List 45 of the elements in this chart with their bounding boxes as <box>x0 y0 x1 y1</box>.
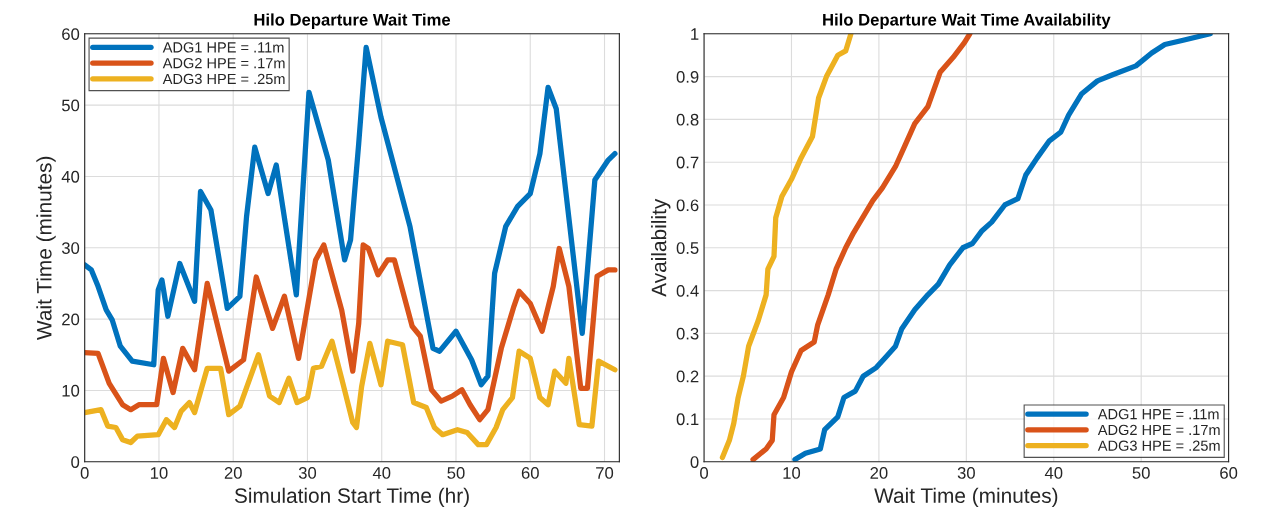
y-tick-label: 30 <box>61 242 80 254</box>
y-tick-label: 40 <box>61 170 80 183</box>
x-tick-label: 20 <box>224 467 242 479</box>
y-tick-label: 1 <box>691 28 699 40</box>
y-tick-label: 50 <box>61 99 80 112</box>
x-tick-label: 10 <box>150 467 168 479</box>
x-tick-label: 40 <box>1044 467 1063 479</box>
y-tick-label: 0.9 <box>676 71 699 83</box>
y-tick-label: 20 <box>62 313 80 326</box>
x-tick-label: 0 <box>80 467 89 479</box>
legend-label: ADG1 HPE = .11m <box>162 42 284 53</box>
y-tick-label: 10 <box>62 384 80 397</box>
x-tick-label: 50 <box>447 467 465 479</box>
y-tick-label: 0.1 <box>676 413 699 426</box>
y-tick-label: 0.8 <box>676 113 699 126</box>
chart-title: Hilo Departure Wait Time <box>254 13 451 29</box>
y-axis-title: Availability <box>651 198 671 297</box>
y-tick-label: 0.2 <box>676 370 699 383</box>
y-axis-title: Wait Time (minutes) <box>36 156 56 340</box>
chart-title: Hilo Departure Wait Time Availability <box>823 13 1111 29</box>
x-axis-title: Simulation Start Time (hr) <box>234 487 469 508</box>
legend-label: ADG3 HPE = .25m <box>1097 440 1220 451</box>
x-tick-label: 50 <box>1132 467 1150 479</box>
x-tick-label: 60 <box>521 467 539 479</box>
y-tick-label: 60 <box>62 28 80 40</box>
y-tick-label: 0.3 <box>676 327 699 340</box>
legend-label: ADG3 HPE = .25m <box>162 73 285 85</box>
legend-label: ADG1 HPE = .11m <box>1097 408 1219 420</box>
x-tick-label: 20 <box>870 467 888 479</box>
x-tick-label: 30 <box>957 467 975 479</box>
x-tick-label: 30 <box>298 467 317 479</box>
y-tick-label: 0.7 <box>676 156 699 169</box>
x-axis-title: Wait Time (minutes) <box>874 487 1058 508</box>
legend-label: ADG2 HPE = .17m <box>1097 424 1220 436</box>
x-tick-label: 0 <box>700 467 709 479</box>
y-tick-label: 0 <box>71 456 80 468</box>
x-tick-label: 40 <box>372 467 391 479</box>
y-tick-label: 0 <box>690 456 699 468</box>
x-tick-label: 60 <box>1220 467 1238 479</box>
x-tick-label: 10 <box>783 467 801 479</box>
y-tick-label: 0.4 <box>676 284 699 297</box>
x-tick-label: 70 <box>596 467 614 479</box>
y-tick-label: 0.6 <box>676 199 699 212</box>
legend-label: ADG2 HPE = .17m <box>162 57 285 69</box>
y-tick-label: 0.5 <box>676 242 699 254</box>
